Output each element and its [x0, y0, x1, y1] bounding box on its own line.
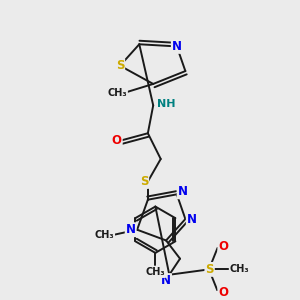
Text: O: O: [112, 134, 122, 147]
Text: N: N: [126, 223, 136, 236]
Text: S: S: [140, 175, 148, 188]
Text: CH₃: CH₃: [230, 264, 249, 274]
Text: N: N: [161, 274, 171, 287]
Text: NH: NH: [157, 99, 175, 109]
Text: O: O: [218, 286, 228, 299]
Text: CH₃: CH₃: [146, 267, 165, 277]
Text: CH₃: CH₃: [107, 88, 127, 98]
Text: S: S: [206, 263, 214, 276]
Text: N: N: [187, 212, 197, 226]
Text: N: N: [172, 40, 182, 53]
Text: S: S: [116, 59, 124, 72]
Text: O: O: [218, 240, 228, 253]
Text: N: N: [178, 185, 188, 198]
Text: CH₃: CH₃: [94, 230, 114, 240]
